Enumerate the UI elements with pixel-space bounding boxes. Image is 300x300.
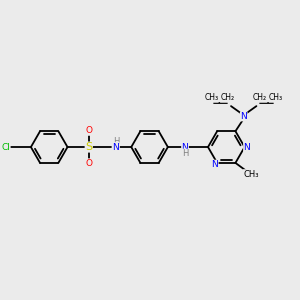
Text: O: O [85, 126, 92, 135]
Text: N: N [182, 142, 188, 152]
Text: Cl: Cl [1, 142, 10, 152]
Text: CH₃: CH₃ [243, 169, 259, 178]
Text: N: N [112, 142, 119, 152]
Text: N: N [240, 112, 247, 121]
Text: N: N [212, 160, 218, 169]
Text: S: S [85, 142, 92, 152]
Text: CH₂: CH₂ [220, 93, 235, 102]
Text: CH₂: CH₂ [253, 93, 267, 102]
Text: H: H [113, 137, 119, 146]
Text: CH₃: CH₃ [204, 93, 218, 102]
Text: H: H [182, 149, 188, 158]
Text: N: N [244, 142, 250, 152]
Text: O: O [85, 159, 92, 168]
Text: CH₃: CH₃ [269, 93, 283, 102]
